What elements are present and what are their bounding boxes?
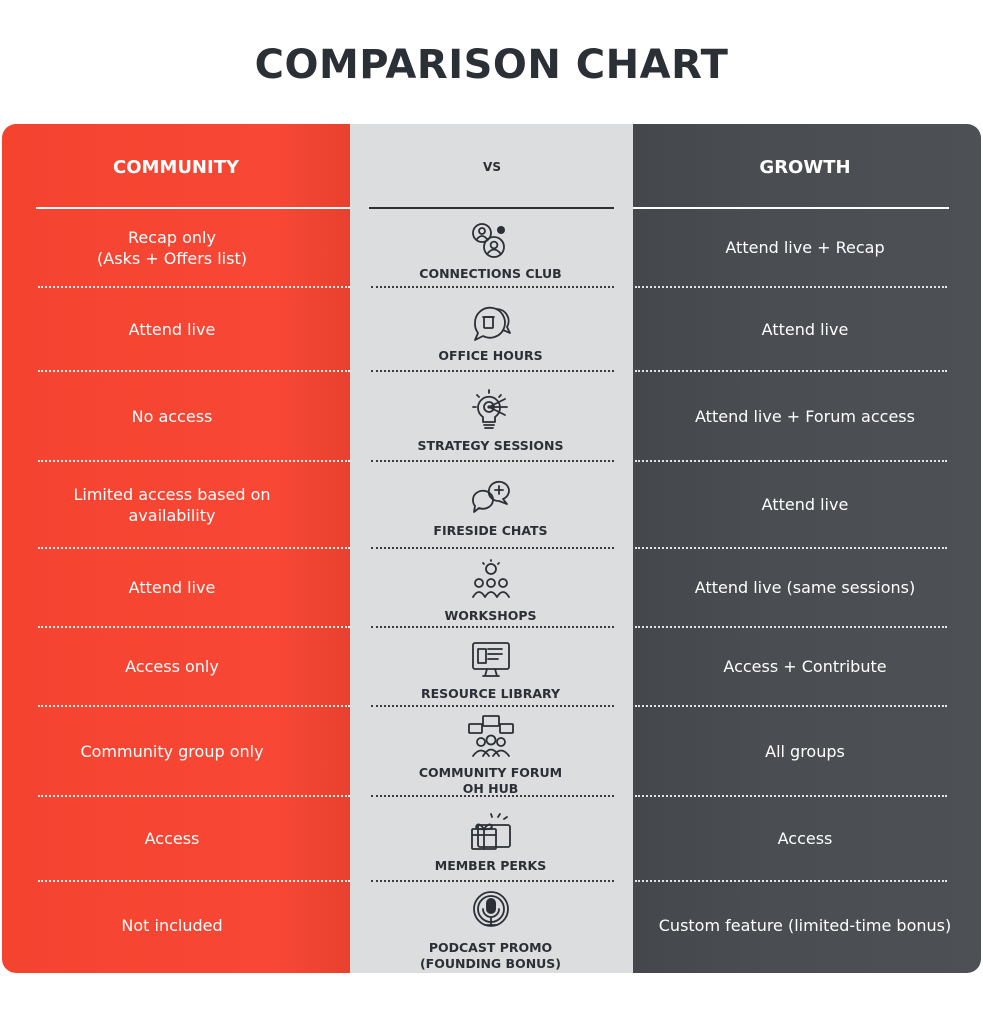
growth-value: Access (777, 829, 833, 848)
growth-header: GROWTH (759, 157, 851, 178)
header-divider (369, 207, 614, 209)
row-divider (38, 626, 350, 628)
feature-label: RESOURCE LIBRARY (420, 686, 561, 701)
growth-value: Attend live (same sessions) (694, 578, 916, 597)
feature-label: FIRESIDE CHATS (433, 523, 548, 538)
feature-label: COMMUNITY FORUM OH HUB (418, 765, 563, 796)
feature-item: RESOURCE LIBRARY (368, 639, 613, 702)
row-divider (635, 460, 947, 462)
feature-item: WORKSHOPS (368, 559, 613, 624)
row-divider (371, 705, 614, 707)
gift-card-icon (368, 811, 613, 858)
community-value: Attend live (128, 578, 216, 597)
row-divider (371, 370, 614, 372)
growth-value: All groups (765, 741, 845, 761)
growth-value: Attend live (761, 319, 849, 339)
growth-value: Access + Contribute (723, 657, 887, 676)
row-divider (38, 370, 350, 372)
page-title: COMPARISON CHART (254, 42, 729, 88)
row-divider (635, 626, 947, 628)
growth-value: Attend live + Recap (725, 238, 885, 257)
row-divider (371, 286, 614, 288)
feature-item: PODCAST PROMO (FOUNDING BONUS) (368, 889, 613, 972)
people-network-icon (368, 221, 613, 266)
community-value: Access only (125, 657, 219, 676)
row-divider (371, 460, 614, 462)
team-idea-icon (368, 559, 613, 608)
coffee-chat-icon (368, 303, 613, 348)
header-divider (633, 207, 949, 209)
feature-label: WORKSHOPS (444, 608, 537, 623)
row-divider (38, 460, 350, 462)
row-divider (635, 795, 947, 797)
row-divider (635, 705, 947, 707)
row-divider (635, 370, 947, 372)
row-divider (635, 547, 947, 549)
forum-group-icon (368, 714, 613, 765)
row-divider (38, 286, 350, 288)
row-divider (635, 286, 947, 288)
chat-bubbles-icon (368, 478, 613, 523)
community-header: COMMUNITY (112, 157, 240, 178)
row-divider (38, 705, 350, 707)
feature-label: CONNECTIONS CLUB (419, 266, 562, 281)
feature-label: STRATEGY SESSIONS (417, 437, 564, 453)
community-value: Limited access based on availability (73, 484, 271, 525)
row-divider (371, 880, 614, 882)
community-value: Community group only (80, 741, 264, 761)
community-value: Not included (121, 916, 223, 935)
community-value: Attend live (128, 319, 216, 339)
growth-value: Attend live (761, 495, 849, 514)
row-divider (371, 795, 614, 797)
microphone-icon (368, 889, 613, 940)
growth-value: Custom feature (limited-time bonus) (658, 916, 952, 935)
row-divider (38, 880, 350, 882)
header-divider (36, 207, 350, 209)
feature-item: CONNECTIONS CLUB (368, 221, 613, 282)
row-divider (371, 547, 614, 549)
feature-item: COMMUNITY FORUM OH HUB (368, 714, 613, 797)
row-divider (38, 547, 350, 549)
feature-label: PODCAST PROMO (FOUNDING BONUS) (419, 940, 562, 971)
vs-header: VS (483, 160, 501, 174)
feature-item: MEMBER PERKS (368, 811, 613, 874)
feature-item: OFFICE HOURS (368, 303, 613, 364)
row-divider (38, 795, 350, 797)
feature-item: FIRESIDE CHATS (368, 478, 613, 539)
lightbulb-target-icon (368, 387, 613, 438)
row-divider (635, 880, 947, 882)
feature-label: OFFICE HOURS (438, 347, 543, 363)
row-divider (371, 626, 614, 628)
community-value: Recap only (Asks + Offers list) (97, 227, 247, 268)
monitor-book-icon (368, 639, 613, 686)
community-value: Access (144, 829, 200, 848)
community-value: No access (131, 406, 213, 426)
feature-item: STRATEGY SESSIONS (368, 387, 613, 454)
feature-label: MEMBER PERKS (434, 858, 547, 873)
growth-value: Attend live + Forum access (695, 406, 915, 426)
